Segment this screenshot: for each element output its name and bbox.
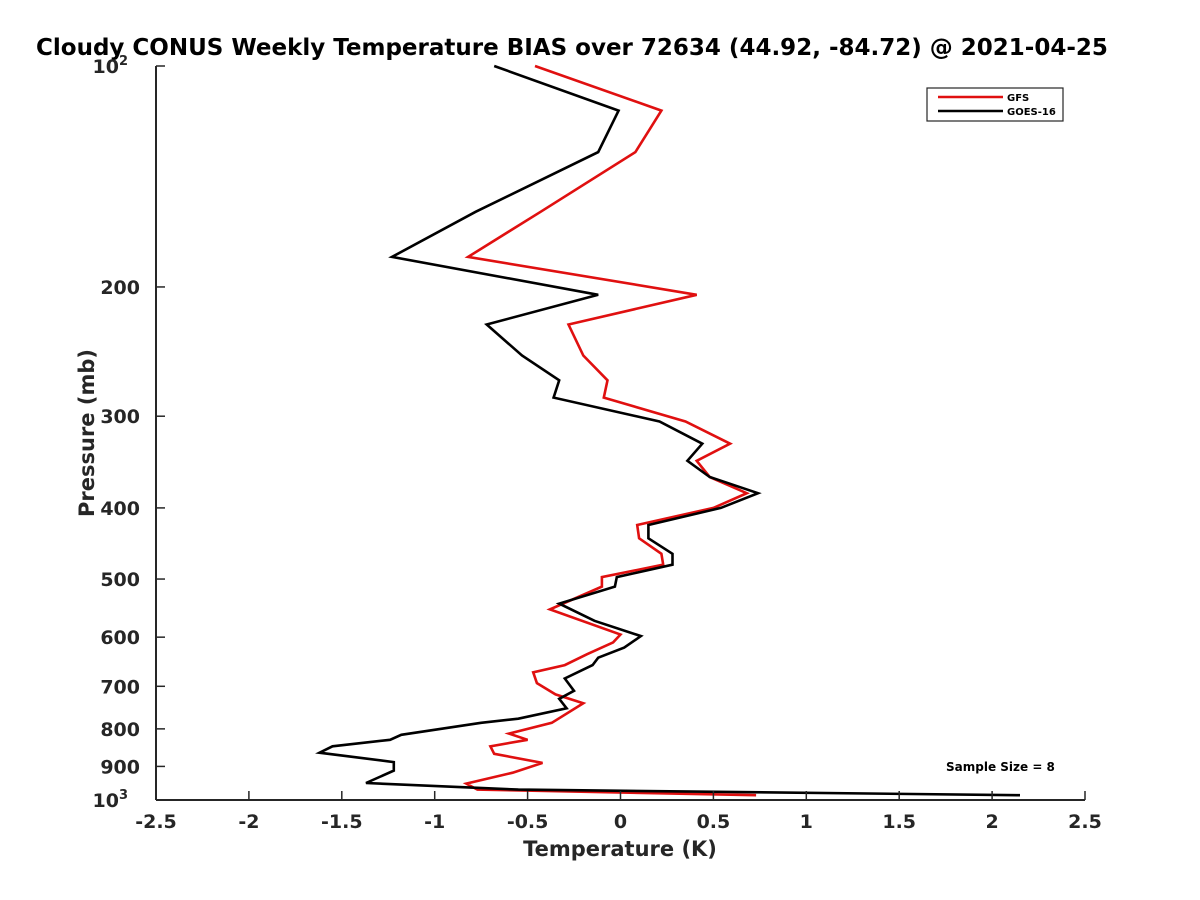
y-tick-label: 600 bbox=[100, 627, 140, 649]
x-tick-label: -2.5 bbox=[135, 811, 177, 833]
legend: GFS GOES-16 bbox=[926, 87, 1064, 122]
x-tick-label: 1.5 bbox=[882, 811, 916, 833]
y-tick-label: 103 bbox=[93, 788, 129, 812]
sample-size-annotation: Sample Size = 8 bbox=[946, 760, 1055, 774]
series-line-gfs bbox=[462, 64, 757, 797]
x-tick-label: 1 bbox=[800, 811, 813, 833]
y-tick-label: 200 bbox=[100, 277, 140, 299]
y-tick-label: 900 bbox=[100, 756, 140, 778]
legend-label-gfs: GFS bbox=[1007, 93, 1029, 104]
x-tick-label: 2 bbox=[985, 811, 998, 833]
x-axis-label: Temperature (K) bbox=[523, 837, 717, 861]
x-tick-label: 0 bbox=[614, 811, 627, 833]
series-line-goes16 bbox=[315, 64, 1021, 797]
x-tick-label: 2.5 bbox=[1068, 811, 1102, 833]
plot-area bbox=[155, 64, 1085, 801]
x-tick-label: -2 bbox=[238, 811, 259, 833]
series-layer bbox=[315, 64, 1021, 797]
y-tick-label: 800 bbox=[100, 719, 140, 741]
y-tick-label: 102 bbox=[93, 54, 129, 78]
x-tick-label: -1.5 bbox=[321, 811, 363, 833]
legend-label-goes16: GOES-16 bbox=[1007, 107, 1056, 118]
y-tick-label: 500 bbox=[100, 569, 140, 591]
x-tick-label: -0.5 bbox=[507, 811, 549, 833]
legend-box bbox=[926, 87, 1064, 122]
y-tick-label: 400 bbox=[100, 498, 140, 520]
y-axis-ticks: 102 200 300 400 500 600 700 800 900 103 bbox=[93, 54, 165, 812]
chart-title: Cloudy CONUS Weekly Temperature BIAS ove… bbox=[36, 35, 1108, 61]
x-tick-label: 0.5 bbox=[697, 811, 731, 833]
x-tick-label: -1 bbox=[424, 811, 445, 833]
y-tick-label: 700 bbox=[100, 676, 140, 698]
y-tick-label: 300 bbox=[100, 406, 140, 428]
y-axis-label: Pressure (mb) bbox=[75, 349, 99, 517]
x-axis-ticks: -2.5 -2 -1.5 -1 -0.5 0 0.5 1 1.5 2 2.5 bbox=[135, 791, 1102, 833]
